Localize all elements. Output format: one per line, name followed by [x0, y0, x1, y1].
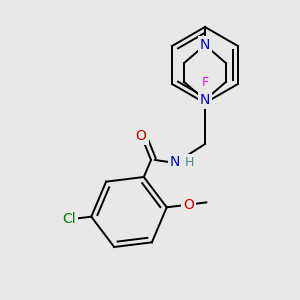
Text: N: N — [200, 38, 210, 52]
Text: H: H — [184, 155, 194, 169]
Text: N: N — [170, 155, 180, 169]
Text: O: O — [183, 198, 194, 212]
Text: Cl: Cl — [63, 212, 76, 226]
Text: F: F — [201, 76, 208, 89]
Text: N: N — [200, 93, 210, 107]
Text: O: O — [136, 129, 146, 143]
